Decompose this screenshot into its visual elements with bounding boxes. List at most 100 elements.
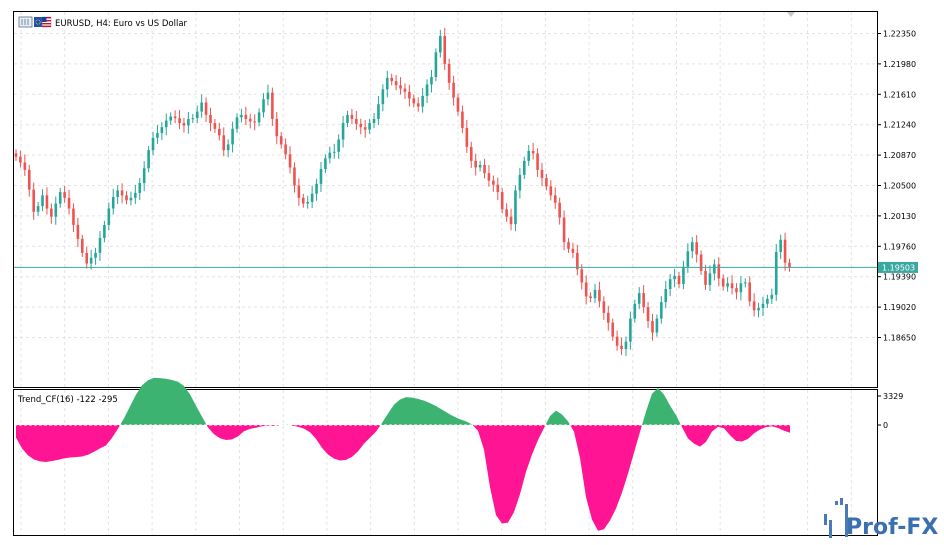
candle-body xyxy=(761,303,765,308)
candle-body xyxy=(540,169,544,179)
candle-body xyxy=(284,144,287,155)
candle-body xyxy=(81,238,84,253)
candle-body xyxy=(774,252,778,295)
oscillator-negative-area xyxy=(680,425,790,447)
candle-body xyxy=(779,239,782,253)
y-tick-label: 1.18650 xyxy=(883,334,916,343)
candle-body xyxy=(770,294,774,299)
candle-body xyxy=(218,128,221,136)
candle-body xyxy=(142,168,146,184)
chart-window-icon[interactable] xyxy=(18,16,33,28)
candle-body xyxy=(54,203,58,217)
candle-body xyxy=(346,114,349,124)
candle-body xyxy=(425,84,429,96)
candle-body xyxy=(527,150,531,161)
candle-body xyxy=(302,197,305,204)
oscillator-positive-area xyxy=(380,397,473,425)
prof-fx-logo xyxy=(824,498,848,538)
candle-body xyxy=(204,102,208,115)
candle-body xyxy=(735,288,738,293)
candle-body xyxy=(297,185,301,198)
candle-body xyxy=(240,114,243,118)
candle-body xyxy=(615,336,619,346)
candle-body xyxy=(483,164,486,174)
current-price-tag: 1.19503 xyxy=(878,261,918,273)
candle-body xyxy=(726,283,729,287)
main-grid xyxy=(14,12,877,387)
candle-body xyxy=(416,103,420,107)
candle-body xyxy=(72,208,75,225)
candle-body xyxy=(385,77,389,90)
candle-body xyxy=(319,169,323,184)
y-tick-label: 1.20870 xyxy=(883,151,916,160)
candle-body xyxy=(447,63,451,83)
candle-body xyxy=(324,158,327,170)
candle-body xyxy=(45,195,49,209)
candle-body xyxy=(695,242,698,255)
candle-body xyxy=(134,192,137,198)
candle-body xyxy=(14,153,18,157)
candle-body xyxy=(50,208,53,217)
candle-body xyxy=(41,195,44,207)
candle-body xyxy=(355,118,358,124)
candle-body xyxy=(27,169,31,190)
candle-body xyxy=(673,275,676,280)
trend-cf-histogram xyxy=(16,377,790,531)
candle-body xyxy=(244,114,248,119)
candle-body xyxy=(509,216,513,225)
current-price-label: 1.19503 xyxy=(882,263,915,272)
candle-body xyxy=(421,95,424,107)
candle-body xyxy=(248,118,252,122)
collapse-arrow-icon[interactable] xyxy=(787,12,795,17)
y-tick-label: 0 xyxy=(883,421,888,430)
candle-body xyxy=(222,135,226,151)
candle-body xyxy=(461,111,464,128)
candle-body xyxy=(129,197,133,201)
candle-body xyxy=(372,118,376,124)
flag-us-icon xyxy=(41,16,52,28)
candle-body xyxy=(257,112,261,123)
candle-body xyxy=(151,137,155,151)
candle-body xyxy=(173,116,177,119)
candle-body xyxy=(708,273,712,285)
candle-body xyxy=(469,146,473,161)
candle-body xyxy=(390,77,393,82)
candle-body xyxy=(195,111,199,119)
candle-body xyxy=(235,117,239,129)
candle-body xyxy=(744,282,747,284)
candle-body xyxy=(209,114,212,124)
y-tick-label: 1.21980 xyxy=(883,60,916,69)
candle-body xyxy=(562,217,566,243)
candle-body xyxy=(377,104,380,119)
candle-body xyxy=(36,206,40,212)
candle-body xyxy=(350,114,354,119)
oscillator-positive-area xyxy=(642,388,681,425)
candle-body xyxy=(713,264,716,274)
logo-text: Prof-FX xyxy=(846,515,938,540)
candle-body xyxy=(492,180,495,185)
y-tick-label: 1.19760 xyxy=(883,242,916,251)
candle-body xyxy=(633,303,637,319)
candle-body xyxy=(611,322,614,337)
candle-body xyxy=(655,318,659,333)
candle-body xyxy=(332,151,336,153)
oscillator-negative-area xyxy=(206,425,282,441)
candle-body xyxy=(620,345,623,350)
oscillator-negative-area xyxy=(472,425,546,524)
y-tick-label: 1.20500 xyxy=(883,182,916,191)
candle-body xyxy=(478,164,482,168)
candle-body xyxy=(231,128,234,145)
candle-body xyxy=(430,77,433,85)
oscillator-positive-area xyxy=(545,410,571,425)
candle-body xyxy=(739,283,743,293)
candle-body xyxy=(381,89,385,105)
oscillator-negative-area xyxy=(570,425,643,531)
candle-body xyxy=(408,91,411,99)
candle-body xyxy=(766,298,769,304)
candle-body xyxy=(788,262,791,268)
candle-body xyxy=(315,183,318,194)
candle-body xyxy=(545,178,548,187)
candle-body xyxy=(125,195,128,201)
candle-body xyxy=(368,123,371,130)
